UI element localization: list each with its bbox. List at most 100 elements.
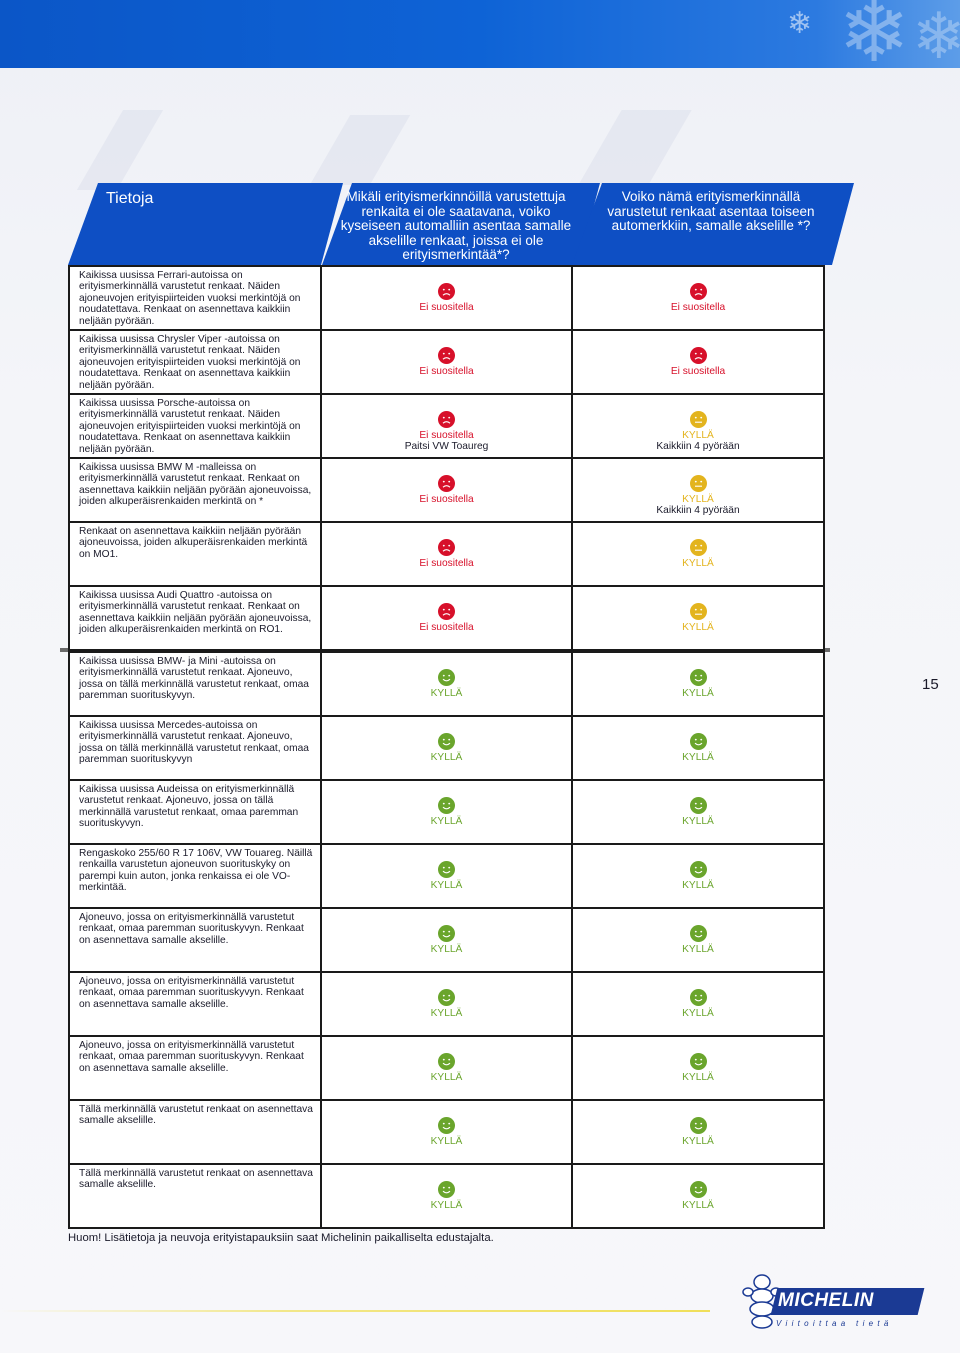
description-text: Ajoneuvo, jossa on erityismerkinnällä va… — [79, 912, 304, 946]
header-text-question-2: Voiko nämä erityismerkinnällä varustetut… — [607, 189, 815, 233]
header-text-question-1: Mikäli erityismerkinnöillä varustettuja … — [340, 189, 572, 262]
description-text: Kaikissa uusissa Mercedes-autoissa on er… — [79, 720, 309, 766]
page-number: 15 — [922, 676, 939, 693]
happy-face-icon — [438, 1181, 455, 1198]
bibendum-icon — [742, 1274, 782, 1329]
sad-face-icon — [438, 475, 455, 492]
other-brand-answer-cell: KYLLÄ — [571, 1035, 825, 1101]
status-indicator: KYLLÄ — [322, 797, 571, 827]
same-axle-answer-cell: KYLLÄ — [320, 779, 573, 845]
status-indicator: KYLLÄ — [573, 669, 823, 699]
footnote: Huom! Lisätietoja ja neuvoja erityistapa… — [68, 1232, 494, 1244]
other-brand-answer-cell: KYLLÄ — [571, 585, 825, 651]
status-indicator: Ei suositella — [573, 347, 823, 377]
table-row: Renkaat on asennettava kaikkiin neljään … — [68, 521, 825, 587]
same-axle-answer-cell: Ei suositella Paitsi VW Toaureg — [320, 393, 573, 459]
same-axle-answer-cell: KYLLÄ — [320, 715, 573, 781]
background-decoration — [578, 110, 692, 185]
status-label: KYLLÄ — [682, 880, 714, 891]
status-label: KYLLÄ — [682, 622, 714, 633]
happy-face-icon — [689, 733, 707, 750]
description-text: Rengaskoko 255/60 R 17 106V, VW Touareg.… — [79, 848, 313, 894]
neutral-face-icon — [689, 411, 707, 428]
status-note: Kaikkiin 4 pyörään — [656, 505, 740, 516]
status-indicator: KYLLÄ — [322, 733, 571, 763]
description-cell: Kaikissa uusissa Mercedes-autoissa on er… — [68, 715, 322, 781]
status-indicator: Ei suositella — [322, 283, 571, 313]
description-cell: Kaikissa uusissa Chrysler Viper -autoiss… — [68, 329, 322, 395]
happy-face-icon — [689, 925, 707, 942]
table-row: Ajoneuvo, jossa on erityismerkinnällä va… — [68, 907, 825, 973]
sad-face-icon — [689, 283, 707, 300]
status-label: Ei suositella — [419, 366, 474, 377]
description-text: Ajoneuvo, jossa on erityismerkinnällä va… — [79, 1040, 304, 1074]
description-text: Renkaat on asennettava kaikkiin neljään … — [79, 526, 308, 560]
header-question-2: Voiko nämä erityismerkinnällä varustetut… — [572, 183, 854, 265]
same-axle-answer-cell: Ei suositella — [320, 265, 573, 331]
description-cell: Rengaskoko 255/60 R 17 106V, VW Touareg.… — [68, 843, 322, 909]
status-indicator: KYLLÄ — [573, 1117, 823, 1147]
description-text: Kaikissa uusissa Audeissa on erityismerk… — [79, 784, 299, 830]
status-label: KYLLÄ — [430, 752, 463, 763]
happy-face-icon — [689, 797, 707, 814]
other-brand-answer-cell: KYLLÄ — [571, 521, 825, 587]
happy-face-icon — [438, 733, 455, 750]
same-axle-answer-cell: Ei suositella — [320, 585, 573, 651]
status-indicator: KYLLÄ — [322, 1053, 571, 1083]
logo-tagline: Viitoittaa tietä — [776, 1319, 893, 1328]
status-label: Ei suositella — [419, 302, 474, 313]
other-brand-answer-cell: KYLLÄ — [571, 971, 825, 1037]
sad-face-icon — [438, 603, 455, 620]
snowflake-icon: ❄ — [838, 0, 911, 82]
snowflake-icon: ❄ — [912, 0, 960, 74]
status-indicator: KYLLÄ — [573, 733, 823, 763]
header-title-tietoja: Tietoja — [106, 190, 154, 207]
status-label: KYLLÄ — [682, 494, 714, 505]
other-brand-answer-cell: KYLLÄ — [571, 1163, 825, 1229]
description-cell: Ajoneuvo, jossa on erityismerkinnällä va… — [68, 1035, 322, 1101]
happy-face-icon — [438, 797, 455, 814]
table-row: Kaikissa uusissa Porsche-autoissa on eri… — [68, 393, 825, 459]
other-brand-answer-cell: KYLLÄ — [571, 715, 825, 781]
status-note: Paitsi VW Toaureg — [404, 441, 489, 452]
description-cell: Kaikissa uusissa BMW M -malleissa on eri… — [68, 457, 322, 523]
status-indicator: KYLLÄ — [573, 989, 823, 1019]
header-tietoja: Tietoja — [68, 183, 343, 265]
status-label: KYLLÄ — [430, 1008, 463, 1019]
happy-face-icon — [438, 861, 455, 878]
table-row: Tällä merkinnällä varustetut renkaat on … — [68, 1163, 825, 1229]
happy-face-icon — [689, 1053, 707, 1070]
status-indicator: KYLLÄ — [573, 1053, 823, 1083]
description-text: Kaikissa uusissa BMW M -malleissa on eri… — [79, 462, 312, 508]
status-indicator: KYLLÄ — [322, 925, 571, 955]
header-question-1: Mikäli erityismerkinnöillä varustettuja … — [322, 183, 600, 265]
description-cell: Kaikissa uusissa Audeissa on erityismerk… — [68, 779, 322, 845]
table-row: Kaikissa uusissa Mercedes-autoissa on er… — [68, 715, 825, 781]
status-label: KYLLÄ — [430, 1072, 463, 1083]
status-label: KYLLÄ — [682, 752, 714, 763]
decorative-line — [0, 1310, 710, 1312]
status-indicator: Ei suositella Paitsi VW Toaureg — [322, 411, 571, 452]
table-row: Kaikissa uusissa Audi Quattro -autoissa … — [68, 585, 825, 651]
same-axle-answer-cell: Ei suositella — [320, 457, 573, 523]
description-cell: Kaikissa uusissa Porsche-autoissa on eri… — [68, 393, 322, 459]
neutral-face-icon — [689, 539, 707, 556]
table-row: Tällä merkinnällä varustetut renkaat on … — [68, 1099, 825, 1165]
description-text: Kaikissa uusissa BMW- ja Mini -autoissa … — [79, 656, 309, 702]
status-label: KYLLÄ — [682, 558, 714, 569]
status-indicator: Ei suositella — [322, 347, 571, 377]
description-cell: Ajoneuvo, jossa on erityismerkinnällä va… — [68, 907, 322, 973]
other-brand-answer-cell: KYLLÄ — [571, 843, 825, 909]
other-brand-answer-cell: KYLLÄ — [571, 1099, 825, 1165]
status-label: KYLLÄ — [682, 816, 714, 827]
background-decoration — [76, 110, 164, 190]
status-note: Kaikkiin 4 pyörään — [656, 441, 740, 452]
status-label: Ei suositella — [419, 494, 474, 505]
status-label: Ei suositella — [419, 430, 474, 441]
description-text: Kaikissa uusissa Ferrari-autoissa on eri… — [79, 270, 301, 327]
table-row: Ajoneuvo, jossa on erityismerkinnällä va… — [68, 1035, 825, 1101]
status-label: KYLLÄ — [430, 944, 463, 955]
happy-face-icon — [689, 989, 707, 1006]
other-brand-answer-cell: KYLLÄ Kaikkiin 4 pyörään — [571, 393, 825, 459]
description-text: Tällä merkinnällä varustetut renkaat on … — [79, 1104, 313, 1127]
